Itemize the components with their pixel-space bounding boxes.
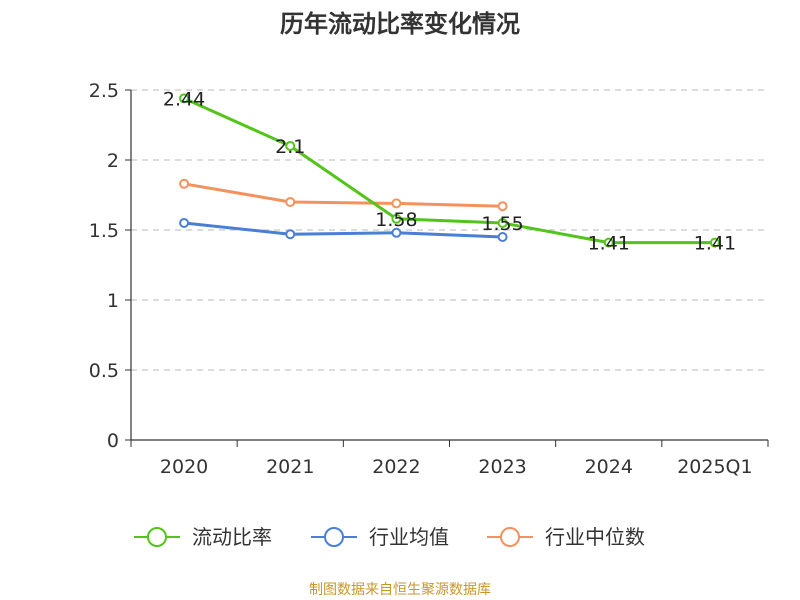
x-tick-label: 2021 <box>266 456 314 478</box>
series-line <box>183 221 503 239</box>
y-tick-label: 1 <box>107 290 119 312</box>
legend-marker <box>500 527 520 547</box>
legend-label: 行业中位数 <box>545 525 645 549</box>
data-label: 1.41 <box>694 233 736 255</box>
data-point <box>285 141 296 151</box>
y-tick-label: 0 <box>107 430 119 452</box>
data-point <box>497 218 508 228</box>
legend: 流动比率 行业均值 行业中位数 <box>134 525 645 549</box>
data-point <box>391 198 402 209</box>
chart-title: 历年流动比率变化情况 <box>280 10 520 38</box>
data-point <box>179 178 190 189</box>
data-label: 1.58 <box>375 209 417 231</box>
data-point <box>391 213 402 224</box>
data-point <box>179 218 190 228</box>
data-label: 1.41 <box>588 233 630 255</box>
legend-label: 流动比率 <box>192 525 272 549</box>
data-point <box>285 197 296 207</box>
data-point <box>603 237 614 248</box>
grid-lines <box>131 89 768 371</box>
data-point <box>497 232 508 242</box>
data-source-note: 制图数据来自恒生聚源数据库 <box>309 582 491 598</box>
data-point <box>497 201 508 212</box>
series-layer <box>179 93 720 248</box>
data-labels: 2.44 2.1 1.58 1.55 1.41 1.41 <box>163 88 736 254</box>
data-point <box>709 237 720 248</box>
x-tick-label: 2023 <box>478 456 526 478</box>
x-tick-label: 2022 <box>372 456 420 478</box>
series-line <box>183 97 715 245</box>
data-point <box>179 93 190 104</box>
legend-marker <box>147 527 167 547</box>
axes: 0 0.5 1 1.5 2 2.5 2020 2021 2022 2023 2024 2025Q1 <box>89 80 769 478</box>
x-tick-label: 2020 <box>160 456 208 478</box>
legend-item[interactable]: 行业均值 <box>311 525 449 549</box>
x-tick-label: 2024 <box>585 456 633 478</box>
data-label: 2.1 <box>275 136 305 158</box>
y-tick-label: 2 <box>107 150 119 172</box>
x-tick-label: 2025Q1 <box>677 456 752 478</box>
data-point <box>391 227 402 238</box>
data-label: 2.44 <box>163 88 205 110</box>
y-tick-label: 0.5 <box>89 360 119 382</box>
legend-label: 行业均值 <box>369 525 449 549</box>
data-point <box>285 229 296 240</box>
legend-item[interactable]: 行业中位数 <box>487 525 645 549</box>
y-tick-label: 1.5 <box>89 220 119 242</box>
y-tick-label: 2.5 <box>89 80 119 102</box>
legend-marker <box>324 527 344 547</box>
data-label: 1.55 <box>481 213 523 235</box>
series-line <box>183 182 503 208</box>
legend-item[interactable]: 流动比率 <box>134 525 272 549</box>
